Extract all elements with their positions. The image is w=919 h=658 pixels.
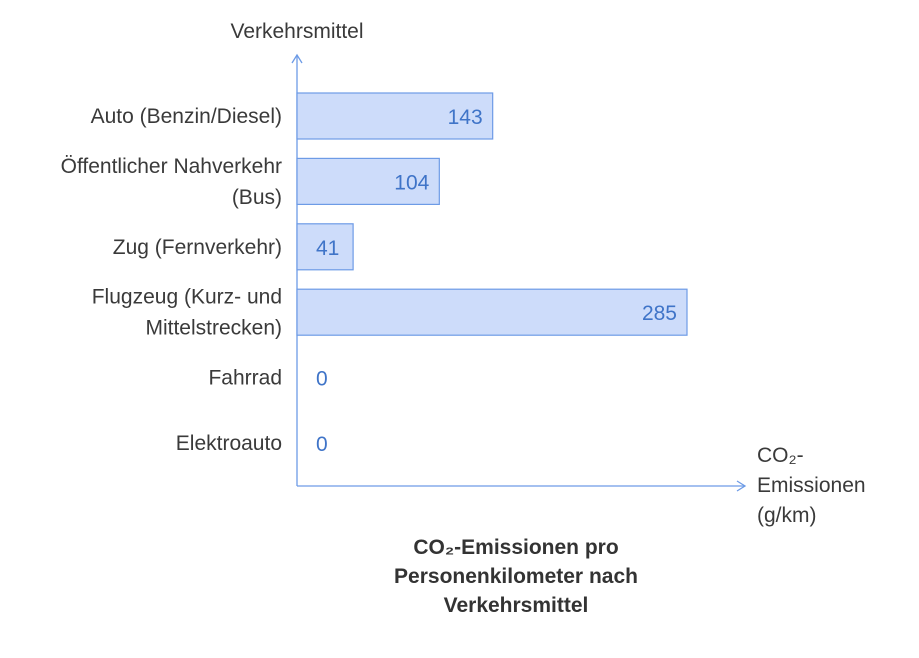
category-label: Zug (Fernverkehr) <box>113 236 282 259</box>
value-label: 0 <box>316 368 328 391</box>
category-label-line: Zug (Fernverkehr) <box>113 236 282 259</box>
bars <box>296 92 688 336</box>
y-axis-arrow-icon <box>291 53 303 64</box>
titles: Verkehrsmittel CO₂- Emissionen (g/km) CO₂-Em… <box>230 20 865 617</box>
category-label-line: Fahrrad <box>208 367 282 390</box>
x-axis-arrow-icon <box>736 480 747 492</box>
category-label: Auto (Benzin/Diesel) <box>91 105 282 128</box>
category-label-line: (Bus) <box>232 186 282 209</box>
value-label: 0 <box>316 433 328 456</box>
category-label-line: Flugzeug (Kurz- und <box>92 286 282 309</box>
x-axis-title-line: CO₂- <box>757 444 804 467</box>
category-labels: Auto (Benzin/Diesel) Öffentlicher Nahverk… <box>61 105 282 455</box>
y-axis-title: Verkehrsmittel <box>230 20 363 43</box>
x-axis-title-line: Emissionen <box>757 474 866 497</box>
x-axis-title: CO₂- Emissionen (g/km) <box>757 444 866 527</box>
bar <box>296 223 354 271</box>
category-label: Elektroauto <box>176 432 282 455</box>
category-label: Öffentlicher Nahverkehr (Bus) <box>61 155 282 209</box>
chart-title-line: CO₂-Emissionen pro <box>413 536 618 559</box>
category-label-line: Öffentlicher Nahverkehr <box>61 155 282 178</box>
value-label: 104 <box>394 171 429 194</box>
value-label: 143 <box>448 106 483 129</box>
chart-title-line: Personenkilometer nach <box>394 565 638 588</box>
value-label: 285 <box>642 302 677 325</box>
value-label: 41 <box>316 237 339 260</box>
category-label: Fahrrad <box>208 367 282 390</box>
x-axis-title-line: (g/km) <box>757 504 817 527</box>
chart-title: CO₂-Emissionen pro Personenkilometer nach… <box>394 536 638 617</box>
bar <box>296 92 494 140</box>
value-labels: 143 104 41 285 0 0 <box>316 106 677 456</box>
category-label-line: Elektroauto <box>176 432 282 455</box>
bar <box>296 157 440 205</box>
chart-title-line: Verkehrsmittel <box>444 594 589 617</box>
category-label-line: Mittelstrecken) <box>145 317 282 340</box>
category-label-line: Auto (Benzin/Diesel) <box>91 105 282 128</box>
category-label: Flugzeug (Kurz- und Mittelstrecken) <box>92 286 282 340</box>
bar <box>296 288 688 336</box>
